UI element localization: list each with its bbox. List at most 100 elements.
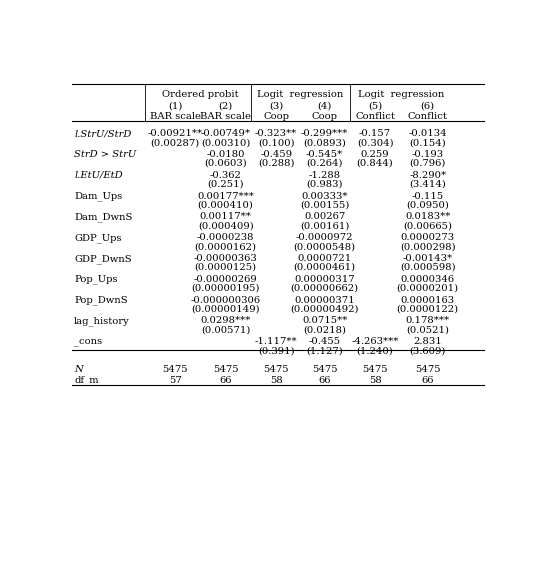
Text: (0.0000125): (0.0000125) bbox=[194, 263, 257, 272]
Text: 0.00117**: 0.00117** bbox=[200, 212, 251, 221]
Text: (5): (5) bbox=[368, 102, 382, 110]
Text: 5475: 5475 bbox=[162, 365, 188, 374]
Text: -0.323**: -0.323** bbox=[255, 129, 298, 138]
Text: (0.00571): (0.00571) bbox=[201, 325, 250, 335]
Text: (0.00000662): (0.00000662) bbox=[291, 284, 358, 293]
Text: (0.304): (0.304) bbox=[357, 138, 393, 147]
Text: 0.00000317: 0.00000317 bbox=[294, 275, 355, 284]
Text: (0.0000548): (0.0000548) bbox=[294, 242, 356, 251]
Text: -0.0000972: -0.0000972 bbox=[296, 233, 353, 242]
Text: -0.299***: -0.299*** bbox=[301, 129, 348, 138]
Text: -1.117**: -1.117** bbox=[255, 337, 298, 346]
Text: (0.796): (0.796) bbox=[409, 159, 446, 168]
Text: -0.455: -0.455 bbox=[308, 337, 340, 346]
Text: (0.100): (0.100) bbox=[258, 138, 294, 147]
Text: 0.00000371: 0.00000371 bbox=[294, 295, 355, 305]
Text: (0.00161): (0.00161) bbox=[300, 221, 349, 231]
Text: (0.00000195): (0.00000195) bbox=[192, 284, 260, 293]
Text: (0.00310): (0.00310) bbox=[201, 138, 250, 147]
Text: Pop_DwnS: Pop_DwnS bbox=[74, 295, 128, 305]
Text: -1.288: -1.288 bbox=[308, 171, 340, 180]
Text: (0.000409): (0.000409) bbox=[198, 221, 254, 231]
Text: 0.0183**: 0.0183** bbox=[405, 212, 450, 221]
Text: (1.240): (1.240) bbox=[357, 346, 394, 355]
Text: (1): (1) bbox=[168, 102, 182, 110]
Text: BAR scale: BAR scale bbox=[150, 113, 201, 122]
Text: -0.193: -0.193 bbox=[412, 150, 444, 159]
Text: 0.0000721: 0.0000721 bbox=[298, 254, 352, 263]
Text: (0.000598): (0.000598) bbox=[400, 263, 456, 272]
Text: Ordered probit: Ordered probit bbox=[162, 90, 239, 99]
Text: 0.00267: 0.00267 bbox=[304, 212, 345, 221]
Text: df_m: df_m bbox=[74, 376, 99, 385]
Text: Pop_Ups: Pop_Ups bbox=[74, 275, 118, 285]
Text: (0.983): (0.983) bbox=[306, 180, 343, 189]
Text: -0.00000363: -0.00000363 bbox=[194, 254, 257, 263]
Text: -0.115: -0.115 bbox=[412, 191, 444, 201]
Text: (0.0218): (0.0218) bbox=[303, 325, 346, 335]
Text: -0.0180: -0.0180 bbox=[206, 150, 245, 159]
Text: -0.000000306: -0.000000306 bbox=[191, 295, 261, 305]
Text: StrD > StrU: StrD > StrU bbox=[74, 150, 136, 159]
Text: 0.178***: 0.178*** bbox=[406, 316, 450, 325]
Text: 5475: 5475 bbox=[312, 365, 337, 374]
Text: -0.00921**: -0.00921** bbox=[148, 129, 203, 138]
Text: -4.263***: -4.263*** bbox=[351, 337, 399, 346]
Text: 0.00177***: 0.00177*** bbox=[197, 191, 254, 201]
Text: -0.362: -0.362 bbox=[210, 171, 242, 180]
Text: l.StrU/StrD: l.StrU/StrD bbox=[74, 129, 131, 138]
Text: _cons: _cons bbox=[74, 337, 102, 346]
Text: 5475: 5475 bbox=[415, 365, 440, 374]
Text: lag_history: lag_history bbox=[74, 316, 130, 326]
Text: (0.00155): (0.00155) bbox=[300, 201, 349, 210]
Text: 66: 66 bbox=[421, 376, 434, 384]
Text: (0.844): (0.844) bbox=[357, 159, 394, 168]
Text: Coop: Coop bbox=[263, 113, 289, 122]
Text: (6): (6) bbox=[421, 102, 435, 110]
Text: 5475: 5475 bbox=[213, 365, 238, 374]
Text: (0.0521): (0.0521) bbox=[406, 325, 449, 335]
Text: (0.0893): (0.0893) bbox=[303, 138, 346, 147]
Text: (0.00000149): (0.00000149) bbox=[191, 305, 260, 313]
Text: BAR scale: BAR scale bbox=[200, 113, 251, 122]
Text: 66: 66 bbox=[318, 376, 331, 384]
Text: (0.000410): (0.000410) bbox=[198, 201, 254, 210]
Text: (1.127): (1.127) bbox=[306, 346, 343, 355]
Text: (0.00000492): (0.00000492) bbox=[291, 305, 359, 313]
Text: 0.0298***: 0.0298*** bbox=[200, 316, 251, 325]
Text: 0.0000273: 0.0000273 bbox=[401, 233, 454, 242]
Text: 0.0000163: 0.0000163 bbox=[401, 295, 454, 305]
Text: 0.0000346: 0.0000346 bbox=[401, 275, 454, 284]
Text: (0.00665): (0.00665) bbox=[403, 221, 452, 231]
Text: (3.414): (3.414) bbox=[409, 180, 446, 189]
Text: (2): (2) bbox=[219, 102, 233, 110]
Text: 58: 58 bbox=[270, 376, 282, 384]
Text: Logit  regression: Logit regression bbox=[358, 90, 445, 99]
Text: 0.259: 0.259 bbox=[361, 150, 389, 159]
Text: Logit  regression: Logit regression bbox=[257, 90, 344, 99]
Text: 0.00333*: 0.00333* bbox=[301, 191, 348, 201]
Text: (0.0000122): (0.0000122) bbox=[396, 305, 459, 313]
Text: N: N bbox=[74, 365, 83, 374]
Text: (0.000298): (0.000298) bbox=[400, 242, 456, 251]
Text: l.EtU/EtD: l.EtU/EtD bbox=[74, 171, 123, 180]
Text: (0.0950): (0.0950) bbox=[406, 201, 449, 210]
Text: (3.609): (3.609) bbox=[409, 346, 446, 355]
Text: -0.0134: -0.0134 bbox=[408, 129, 447, 138]
Text: (0.0000162): (0.0000162) bbox=[195, 242, 257, 251]
Text: GDP_Ups: GDP_Ups bbox=[74, 233, 122, 243]
Text: -0.00000269: -0.00000269 bbox=[194, 275, 257, 284]
Text: -0.545*: -0.545* bbox=[306, 150, 343, 159]
Text: -0.00749*: -0.00749* bbox=[201, 129, 251, 138]
Text: -0.00143*: -0.00143* bbox=[402, 254, 453, 263]
Text: (0.154): (0.154) bbox=[409, 138, 446, 147]
Text: (3): (3) bbox=[269, 102, 283, 110]
Text: (0.391): (0.391) bbox=[258, 346, 294, 355]
Text: 66: 66 bbox=[219, 376, 232, 384]
Text: Coop: Coop bbox=[312, 113, 338, 122]
Text: Dam_Ups: Dam_Ups bbox=[74, 191, 122, 201]
Text: (0.288): (0.288) bbox=[258, 159, 294, 168]
Text: (0.264): (0.264) bbox=[306, 159, 343, 168]
Text: 57: 57 bbox=[169, 376, 181, 384]
Text: -0.459: -0.459 bbox=[260, 150, 292, 159]
